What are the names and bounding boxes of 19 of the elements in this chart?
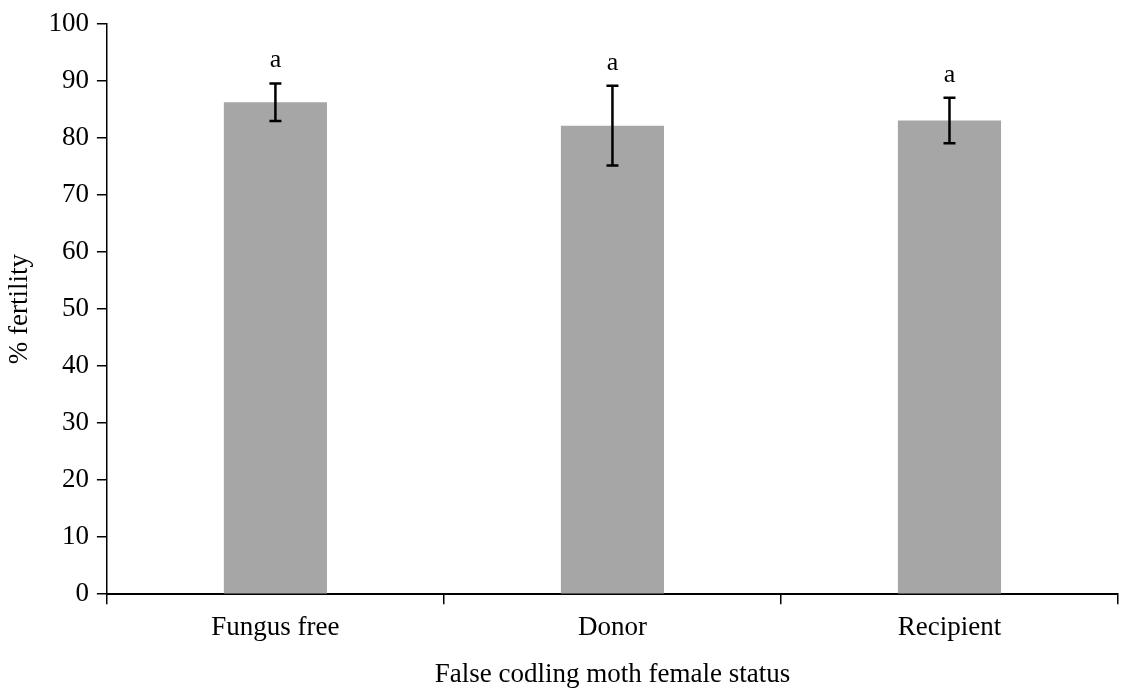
x-tick-label: Recipient: [897, 611, 1002, 642]
y-tick-label: 60: [61, 235, 89, 266]
y-axis-title: % fertility: [3, 253, 34, 365]
y-tick-label: 10: [61, 520, 89, 551]
y-tick-label: 40: [61, 349, 89, 380]
annotation: a: [606, 46, 619, 76]
x-axis-title: False codling moth female status: [434, 657, 791, 688]
y-tick-label: 80: [61, 121, 89, 152]
y-tick-label: 0: [75, 577, 89, 608]
y-tick-label: 90: [61, 64, 89, 95]
annotation: a: [943, 58, 956, 88]
y-tick-label: 100: [48, 7, 89, 38]
annotation: a: [269, 44, 282, 74]
x-tick-label: Donor: [577, 611, 647, 642]
y-tick-label: 20: [61, 463, 89, 494]
y-tick-label: 70: [61, 178, 89, 209]
y-tick-label: 50: [61, 292, 89, 323]
x-tick-label: Fungus free: [211, 611, 340, 642]
y-tick-label: 30: [61, 406, 89, 437]
